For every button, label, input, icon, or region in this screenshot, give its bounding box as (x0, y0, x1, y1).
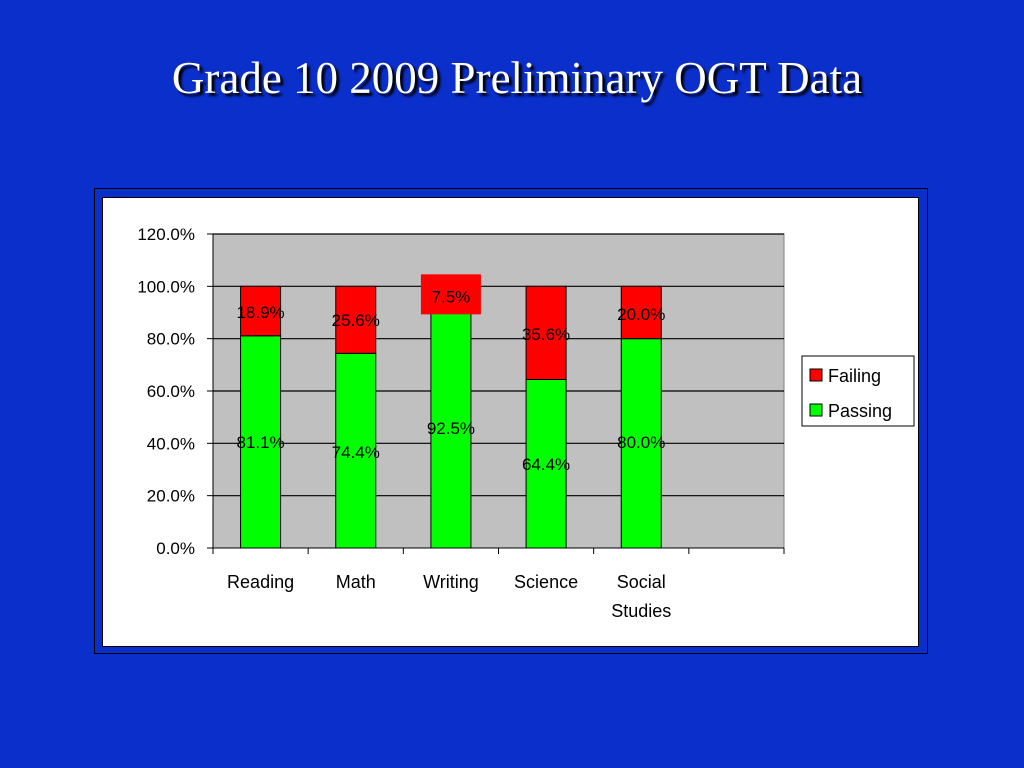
y-tick-label: 100.0% (137, 277, 195, 296)
legend-swatch-passing (809, 403, 823, 417)
slide-title: Grade 10 2009 Preliminary OGT Data (171, 53, 863, 103)
bar-failing (240, 285, 282, 337)
data-label-failing: 7.5% (432, 287, 471, 306)
bar-passing (430, 305, 472, 549)
data-label-passing: 92.5% (427, 419, 475, 438)
data-label-passing: 64.4% (522, 455, 570, 474)
bar-passing (620, 338, 662, 549)
bar-passing (525, 378, 567, 549)
y-tick-label: 60.0% (147, 382, 195, 401)
x-tick-label: Science (514, 572, 578, 592)
data-label-failing: 20.0% (617, 305, 665, 324)
data-label-failing-box (420, 274, 481, 315)
legend-label-passing: Passing (828, 401, 892, 421)
bar-failing (335, 285, 377, 354)
y-tick-label: 120.0% (137, 225, 195, 244)
x-tick-label: Math (336, 572, 376, 592)
data-label-failing: 25.6% (332, 311, 380, 330)
bar-failing (525, 285, 567, 380)
data-label-passing: 81.1% (236, 433, 284, 452)
x-tick-label: Social (617, 572, 666, 592)
bar-failing (620, 285, 662, 340)
data-label-failing: 18.9% (236, 303, 284, 322)
bar-passing (240, 335, 282, 549)
x-tick-label: Writing (423, 572, 479, 592)
legend-swatch-failing (809, 368, 823, 382)
data-label-passing: 80.0% (617, 433, 665, 452)
data-label-passing: 74.4% (332, 443, 380, 462)
y-tick-label: 80.0% (147, 330, 195, 349)
y-tick-label: 40.0% (147, 434, 195, 453)
data-label-failing: 35.6% (522, 325, 570, 344)
legend-label-failing: Failing (828, 366, 881, 386)
y-tick-label: 0.0% (156, 539, 195, 558)
y-tick-label: 20.0% (147, 487, 195, 506)
x-tick-label: Studies (611, 601, 671, 621)
x-tick-label: Reading (227, 572, 294, 592)
